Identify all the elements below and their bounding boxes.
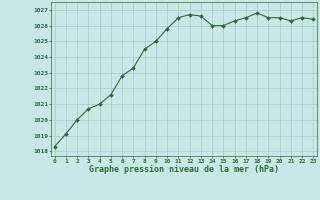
X-axis label: Graphe pression niveau de la mer (hPa): Graphe pression niveau de la mer (hPa) [89,165,279,174]
